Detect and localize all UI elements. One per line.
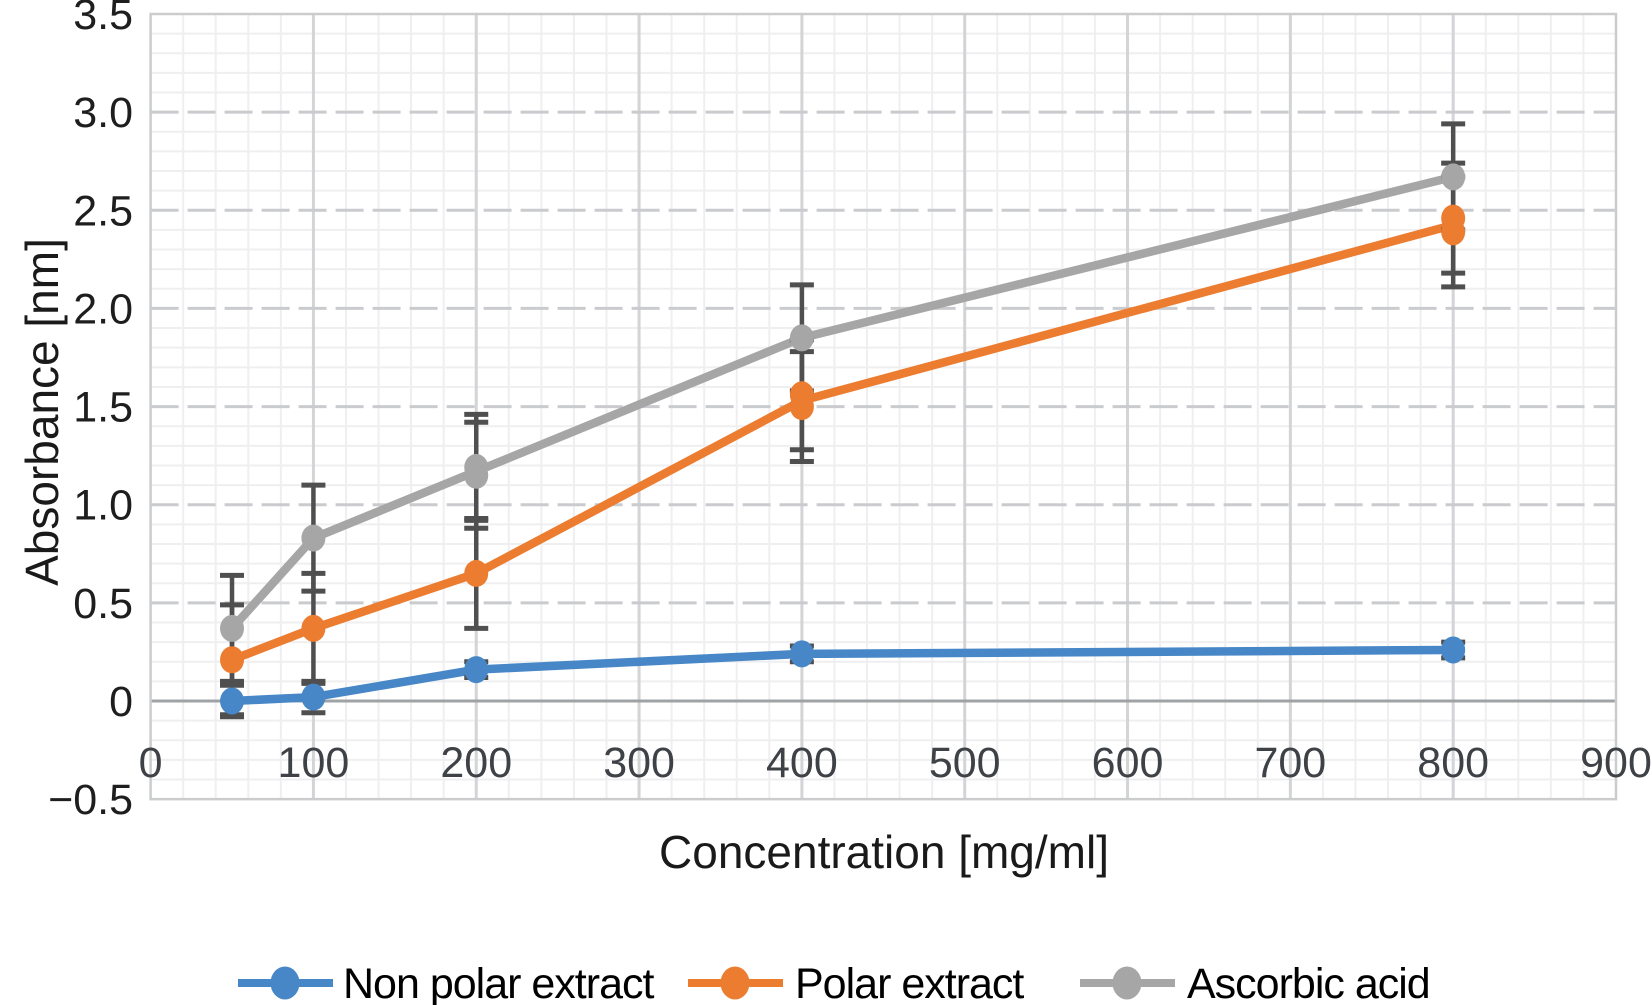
legend-marker-icon xyxy=(1112,966,1142,1000)
data-point-marker-2 xyxy=(464,461,489,489)
data-point-marker-0 xyxy=(1441,636,1466,664)
data-point-markers xyxy=(220,163,1466,715)
series-line-1 xyxy=(227,220,1458,665)
data-point-marker-2 xyxy=(789,324,814,352)
data-point-marker-0 xyxy=(464,656,489,684)
data-point-marker-2 xyxy=(220,614,245,642)
x-tick-label: 900 xyxy=(1580,739,1652,787)
legend-label: Ascorbic acid xyxy=(1187,960,1430,1005)
x-tick-label: 0 xyxy=(139,739,163,787)
x-tick-label: 600 xyxy=(1092,739,1164,787)
x-tick-label: 500 xyxy=(929,739,1001,787)
y-axis-title: Absorbance [nm] xyxy=(16,238,68,586)
data-point-marker-2 xyxy=(1441,163,1466,191)
data-point-marker-0 xyxy=(301,683,326,711)
x-tick-label: 400 xyxy=(766,739,838,787)
legend-marker-icon xyxy=(720,966,750,1000)
plot-area-border xyxy=(149,12,1618,801)
legend-item-ascorbic-acid: Ascorbic acid xyxy=(1080,960,1431,1005)
x-tick-label: 100 xyxy=(278,739,350,787)
data-point-marker-1 xyxy=(301,614,326,642)
y-tick-label: 3.0 xyxy=(73,89,133,137)
y-tick-label: 1.5 xyxy=(73,384,133,432)
series-line-0 xyxy=(227,645,1458,706)
y-tick-label: 2.0 xyxy=(73,285,133,333)
y-tick-label: 0 xyxy=(109,678,133,726)
y-tick-label: 2.5 xyxy=(73,187,133,235)
plot-border xyxy=(149,12,1618,801)
series-line-2 xyxy=(227,172,1458,633)
legend-item-polar-extract: Polar extract xyxy=(688,960,1025,1005)
x-tick-label: 700 xyxy=(1254,739,1326,787)
data-point-marker-1 xyxy=(220,646,245,674)
tick-labels: 0 100 200 300 400 500 600 700 800 900 3.5 3.0 2.5 2.0… xyxy=(48,0,1652,824)
y-tick-label: 3.5 xyxy=(73,0,133,39)
legend-marker-icon xyxy=(270,966,300,1000)
x-axis-title: Concentration [mg/ml] xyxy=(659,826,1109,878)
y-tick-label: 0.5 xyxy=(73,580,133,628)
data-point-marker-1 xyxy=(789,393,814,421)
legend-label: Non polar extract xyxy=(343,960,654,1005)
data-point-marker-0 xyxy=(220,687,245,715)
x-tick-label: 200 xyxy=(440,739,512,787)
legend-label: Polar extract xyxy=(795,960,1024,1005)
data-point-marker-1 xyxy=(464,559,489,587)
legend-item-non-polar-extract: Non polar extract xyxy=(238,960,655,1005)
y-tick-label: 1.0 xyxy=(73,482,133,530)
data-point-marker-1 xyxy=(1441,218,1466,246)
data-point-marker-2 xyxy=(301,524,326,552)
x-tick-label: 300 xyxy=(603,739,675,787)
legend: Non polar extract Polar extract Ascorbic… xyxy=(238,960,1431,1005)
data-point-marker-0 xyxy=(789,640,814,668)
error-bars xyxy=(220,121,1466,720)
y-tick-label: −0.5 xyxy=(48,776,133,824)
x-tick-label: 800 xyxy=(1417,739,1489,787)
